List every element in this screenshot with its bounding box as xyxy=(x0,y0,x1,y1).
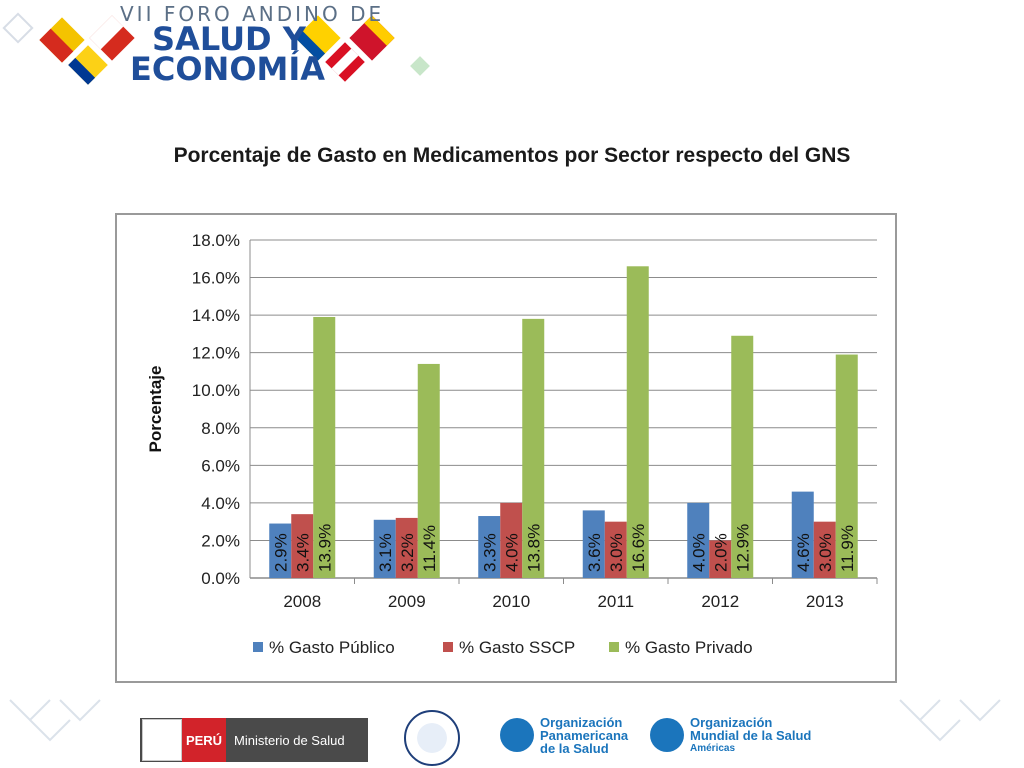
data-label: 3.3% xyxy=(480,533,499,572)
y-tick-label: 2.0% xyxy=(201,531,240,550)
bar xyxy=(709,540,732,578)
bar xyxy=(582,510,605,578)
bar xyxy=(500,502,523,578)
bar xyxy=(813,521,836,578)
legend-label: % Gasto Privado xyxy=(625,638,753,657)
forum-logo: VII FORO ANDINO DE SALUD Y ECONOMÍA xyxy=(0,0,440,90)
data-label: 11.9% xyxy=(838,525,857,572)
data-label: 2.0% xyxy=(711,533,730,572)
y-tick-label: 8.0% xyxy=(201,419,240,438)
ops-globe-icon xyxy=(500,718,534,752)
ministry-label: Ministerio de Salud xyxy=(234,732,345,748)
legend-swatch xyxy=(609,642,619,652)
forum-title-line1: VII FORO ANDINO DE xyxy=(120,2,385,26)
legend-label: % Gasto SSCP xyxy=(459,638,575,657)
ops-logo-text: Organización Panamericana de la Salud xyxy=(540,716,628,755)
x-tick-label: 2010 xyxy=(492,592,530,611)
footer-pattern-icon xyxy=(9,699,1001,742)
y-tick-label: 18.0% xyxy=(192,231,240,250)
oms-line-2: Mundial de la Salud xyxy=(690,728,812,743)
bar xyxy=(687,502,710,578)
data-label: 12.9% xyxy=(733,524,752,572)
legend-swatch xyxy=(443,642,453,652)
bar xyxy=(373,519,396,578)
x-tick-label: 2011 xyxy=(597,592,634,611)
flags-emblem-icon xyxy=(2,12,430,85)
y-tick-label: 14.0% xyxy=(192,306,240,325)
bar xyxy=(291,514,314,578)
bar xyxy=(478,516,501,578)
legend-label: % Gasto Público xyxy=(269,638,395,657)
data-label: 4.0% xyxy=(689,533,708,572)
y-tick-label: 10.0% xyxy=(192,381,240,400)
data-label: 3.0% xyxy=(816,533,835,572)
x-tick-label: 2009 xyxy=(388,592,426,611)
ops-line-3: de la Salud xyxy=(540,741,609,756)
x-tick-label: 2008 xyxy=(283,592,321,611)
data-label: 4.0% xyxy=(502,533,521,572)
ops-line-2: Panamericana xyxy=(540,728,629,743)
data-label: 4.6% xyxy=(794,533,813,572)
y-axis-title: Porcentaje xyxy=(146,366,165,453)
bar xyxy=(522,318,545,578)
data-label: 3.0% xyxy=(607,533,626,572)
forum-title-line2: SALUD Y xyxy=(152,20,306,58)
data-label: 3.6% xyxy=(585,533,604,572)
footer xyxy=(0,690,1024,768)
bar xyxy=(269,523,292,578)
bar xyxy=(731,335,754,578)
data-label: 3.2% xyxy=(398,533,417,572)
y-tick-label: 4.0% xyxy=(201,494,240,513)
bar xyxy=(835,354,858,578)
oms-line-3: Américas xyxy=(690,743,736,754)
bar xyxy=(791,491,814,578)
chart-frame: 0.0% 2.0% 4.0% 6.0% 8.0% 10.0% 12.0% 14.0% 16.0%… xyxy=(115,213,897,683)
data-label: 16.6% xyxy=(629,524,648,572)
data-label: 11.4% xyxy=(420,525,439,572)
forum-title-line3: ECONOMÍA xyxy=(130,50,326,88)
y-tick-label: 6.0% xyxy=(201,456,240,475)
bar xyxy=(417,363,440,578)
oms-logo-text: Organización Mundial de la Salud América… xyxy=(690,716,811,755)
oms-line-1: Organización xyxy=(690,715,773,730)
data-label: 13.8% xyxy=(524,524,543,572)
slide-title: Porcentaje de Gasto en Medicamentos por … xyxy=(173,144,851,167)
x-tick-label: 2013 xyxy=(806,592,844,611)
peru-label: PERÚ xyxy=(182,718,226,762)
bar-chart: 0.0%2.0%4.0%6.0%8.0%10.0%12.0%14.0%16.0%… xyxy=(146,231,878,657)
bar xyxy=(626,266,649,578)
data-label: 2.9% xyxy=(271,533,290,572)
data-label: 3.1% xyxy=(376,533,395,572)
bar xyxy=(604,521,627,578)
andean-health-org-seal-icon xyxy=(404,710,460,766)
oms-globe-icon xyxy=(650,718,684,752)
y-tick-label: 16.0% xyxy=(192,269,240,288)
legend-swatch xyxy=(253,642,263,652)
peru-coat-of-arms-icon xyxy=(142,719,182,761)
bar xyxy=(313,316,336,578)
y-tick-label: 12.0% xyxy=(192,344,240,363)
ops-line-1: Organización xyxy=(540,715,623,730)
data-label: 3.4% xyxy=(293,533,312,572)
x-tick-label: 2012 xyxy=(701,592,739,611)
data-label: 13.9% xyxy=(315,524,334,572)
bar xyxy=(395,517,418,578)
y-tick-label: 0.0% xyxy=(201,569,240,588)
